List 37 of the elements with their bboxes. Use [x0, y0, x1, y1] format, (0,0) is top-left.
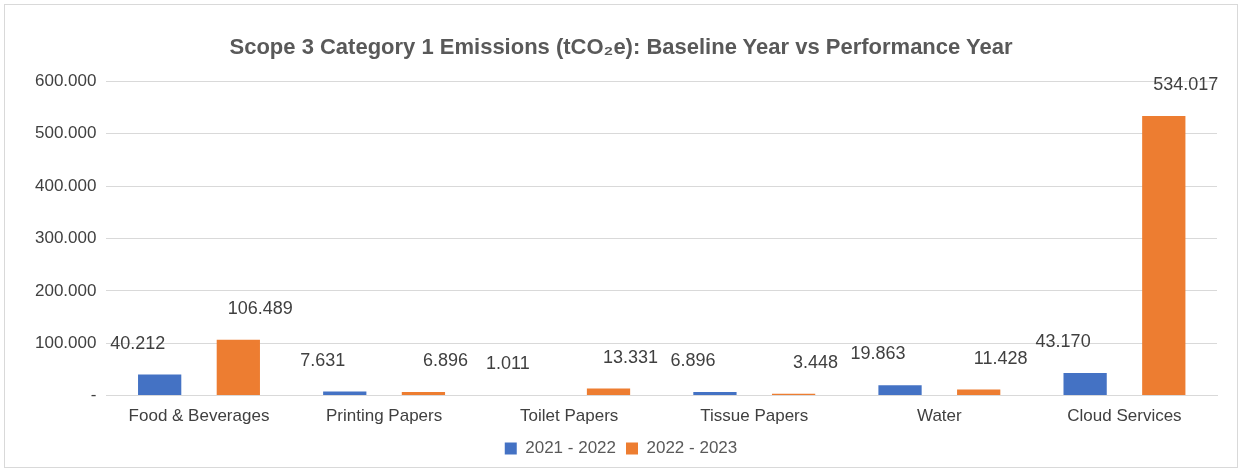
data-label: 40.212: [110, 332, 166, 353]
y-tick-label: 600.000: [35, 71, 97, 91]
bar: [693, 391, 737, 396]
data-label: 6.896: [422, 349, 468, 370]
data-label: 7.631: [300, 349, 346, 370]
data-label: 3.448: [793, 351, 839, 372]
x-tick-label: Cloud Services: [1067, 406, 1182, 426]
data-label: 534.017: [1153, 73, 1219, 94]
data-label: 19.863: [850, 343, 906, 364]
y-tick-label: 200.000: [35, 280, 97, 300]
bar: [586, 388, 631, 396]
bar: [957, 389, 1001, 396]
data-label: 43.170: [1035, 330, 1091, 351]
bar: [1142, 115, 1186, 396]
bar: [1063, 372, 1107, 396]
bar: [216, 339, 260, 396]
data-label: 106.489: [227, 297, 293, 318]
x-tick-label: Food & Beverages: [128, 406, 270, 426]
x-tick-label: Water: [917, 406, 963, 426]
legend-label: 2022 - 2023: [646, 438, 738, 458]
data-label: 11.428: [973, 347, 1028, 368]
x-tick-label: Tissue Papers: [700, 406, 809, 426]
data-label: 1.011: [485, 353, 530, 374]
y-tick-label: 100.000: [35, 332, 97, 352]
bar: [878, 385, 922, 396]
y-tick-label: 300.000: [35, 228, 97, 248]
bar: [401, 391, 446, 396]
y-tick-label: 400.000: [35, 175, 97, 195]
chart-title: Scope 3 Category 1 Emissions (tCO₂e): Baseline Year vs Performance Year: [229, 34, 1013, 60]
y-tick-label: 500.000: [35, 123, 97, 143]
data-label: 13.331: [602, 346, 659, 367]
y-tick-label: -: [90, 385, 97, 405]
x-tick-label: Printing Papers: [325, 406, 443, 426]
bar: [138, 374, 182, 396]
data-label: 6.896: [670, 349, 716, 370]
x-tick-label: Toilet Papers: [520, 406, 619, 426]
legend-label: 2021 - 2022: [525, 438, 617, 458]
